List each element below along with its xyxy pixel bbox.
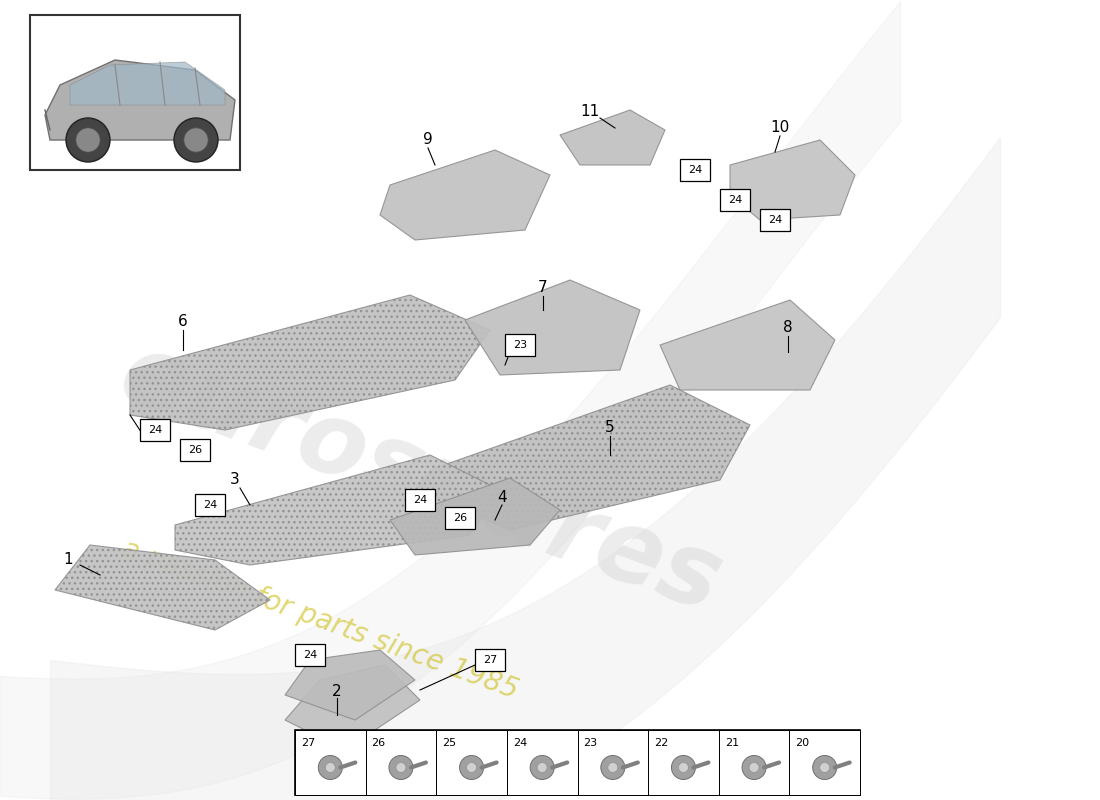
Circle shape <box>530 755 554 779</box>
Text: 24: 24 <box>728 195 743 205</box>
Bar <box>446 507 475 529</box>
Text: 27: 27 <box>483 655 497 665</box>
Text: 24: 24 <box>147 425 162 435</box>
Text: 26: 26 <box>188 445 202 455</box>
Circle shape <box>601 755 625 779</box>
Bar <box>140 419 170 441</box>
Text: 23: 23 <box>513 340 527 350</box>
Bar <box>680 159 710 181</box>
Polygon shape <box>285 650 415 720</box>
Bar <box>790 730 860 795</box>
Circle shape <box>466 762 476 773</box>
Bar <box>578 730 648 795</box>
Text: 9: 9 <box>424 133 433 147</box>
Circle shape <box>460 755 484 779</box>
Circle shape <box>537 762 547 773</box>
Polygon shape <box>70 62 226 105</box>
Circle shape <box>749 762 759 773</box>
Text: 24: 24 <box>302 650 317 660</box>
Circle shape <box>813 755 837 779</box>
Text: 20: 20 <box>795 738 810 748</box>
Polygon shape <box>130 295 490 430</box>
Text: 8: 8 <box>783 321 793 335</box>
Bar <box>760 209 790 231</box>
Bar <box>437 730 507 795</box>
Circle shape <box>742 755 766 779</box>
Polygon shape <box>415 385 750 530</box>
Bar <box>365 730 437 795</box>
Text: 24: 24 <box>513 738 527 748</box>
Text: 23: 23 <box>583 738 597 748</box>
Text: 7: 7 <box>538 281 548 295</box>
Text: 22: 22 <box>654 738 669 748</box>
Circle shape <box>608 762 618 773</box>
Text: 6: 6 <box>178 314 188 330</box>
Text: 27: 27 <box>301 738 316 748</box>
Polygon shape <box>560 110 666 165</box>
Text: 24: 24 <box>768 215 782 225</box>
Text: eurospares: eurospares <box>107 326 734 634</box>
Bar <box>720 189 750 211</box>
Text: 3: 3 <box>230 473 240 487</box>
Bar <box>180 439 210 461</box>
Circle shape <box>671 755 695 779</box>
Polygon shape <box>379 150 550 240</box>
Text: 24: 24 <box>412 495 427 505</box>
Text: a passion for parts since 1985: a passion for parts since 1985 <box>118 535 521 705</box>
Text: 2: 2 <box>332 685 342 699</box>
Text: 25: 25 <box>442 738 456 748</box>
Circle shape <box>389 755 412 779</box>
Text: 5: 5 <box>605 421 615 435</box>
Circle shape <box>66 118 110 162</box>
Text: 26: 26 <box>372 738 386 748</box>
Bar <box>405 489 435 511</box>
Text: 11: 11 <box>581 105 600 119</box>
Text: 21: 21 <box>725 738 739 748</box>
Bar <box>718 730 790 795</box>
Text: 26: 26 <box>453 513 468 523</box>
Bar <box>475 649 505 671</box>
Polygon shape <box>730 140 855 220</box>
Polygon shape <box>660 300 835 390</box>
Polygon shape <box>45 60 235 140</box>
Bar <box>195 494 226 516</box>
Bar <box>295 730 365 795</box>
Polygon shape <box>175 455 500 565</box>
Bar <box>505 334 535 356</box>
Circle shape <box>174 118 218 162</box>
Circle shape <box>679 762 689 773</box>
Polygon shape <box>465 280 640 375</box>
Bar <box>295 730 860 795</box>
Circle shape <box>318 755 342 779</box>
Text: 24: 24 <box>688 165 702 175</box>
Polygon shape <box>390 478 560 555</box>
Text: 24: 24 <box>202 500 217 510</box>
Bar <box>507 730 578 795</box>
Text: 1: 1 <box>63 553 73 567</box>
Text: 4: 4 <box>497 490 507 506</box>
Circle shape <box>820 762 829 773</box>
Circle shape <box>326 762 336 773</box>
Circle shape <box>76 128 100 152</box>
Circle shape <box>184 128 208 152</box>
Polygon shape <box>285 665 420 750</box>
Bar <box>295 644 324 666</box>
Circle shape <box>396 762 406 773</box>
Bar <box>30 15 240 170</box>
Bar <box>648 730 718 795</box>
Text: 10: 10 <box>770 121 790 135</box>
Polygon shape <box>55 545 270 630</box>
